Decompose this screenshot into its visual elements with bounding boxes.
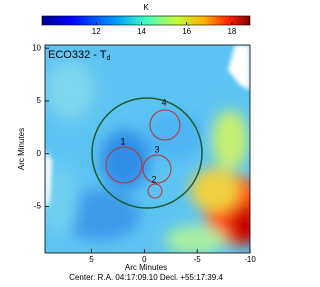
chart: K 1 2 3 4 ECO332 - Td Arc Minutes Arc Mi… <box>17 3 256 282</box>
y-tick-label: 10 <box>32 43 41 52</box>
region-label: 1 <box>120 136 125 146</box>
y-axis-label: Arc Minutes <box>17 128 26 170</box>
x-tick-label: 5 <box>89 255 94 264</box>
temperature-map <box>45 45 250 253</box>
region-label: 3 <box>154 144 159 154</box>
region <box>149 109 181 141</box>
outer-region <box>91 97 203 209</box>
region <box>105 146 143 184</box>
y-tick-label: 5 <box>37 96 42 105</box>
title-main: ECO332 - T <box>48 49 107 61</box>
colorbar-label: K <box>143 3 149 12</box>
region <box>142 154 172 184</box>
colorbar <box>41 15 251 26</box>
region <box>147 183 163 199</box>
y-tick-label: -5 <box>34 202 42 211</box>
region-label: 4 <box>161 97 166 107</box>
title-subscript: d <box>107 55 111 62</box>
colorbar-tick-label: 14 <box>137 27 146 36</box>
chart-title: ECO332 - Td <box>48 49 111 62</box>
colorbar-tick-label: 12 <box>92 27 101 36</box>
x-axis-label: Arc Minutes <box>125 263 167 272</box>
footer: Center: R.A. 04:17:09.10 Decl. +55:17:39… <box>69 273 223 282</box>
colorbar-tick-label: 18 <box>227 27 236 36</box>
plot-frame <box>44 44 251 254</box>
y-tick-label: 0 <box>37 149 42 158</box>
x-tick-label: -5 <box>194 255 202 264</box>
x-tick-label: -10 <box>244 255 256 264</box>
region-label: 2 <box>151 174 156 184</box>
x-tick-label: 0 <box>142 255 147 264</box>
colorbar-tick-label: 16 <box>182 27 191 36</box>
